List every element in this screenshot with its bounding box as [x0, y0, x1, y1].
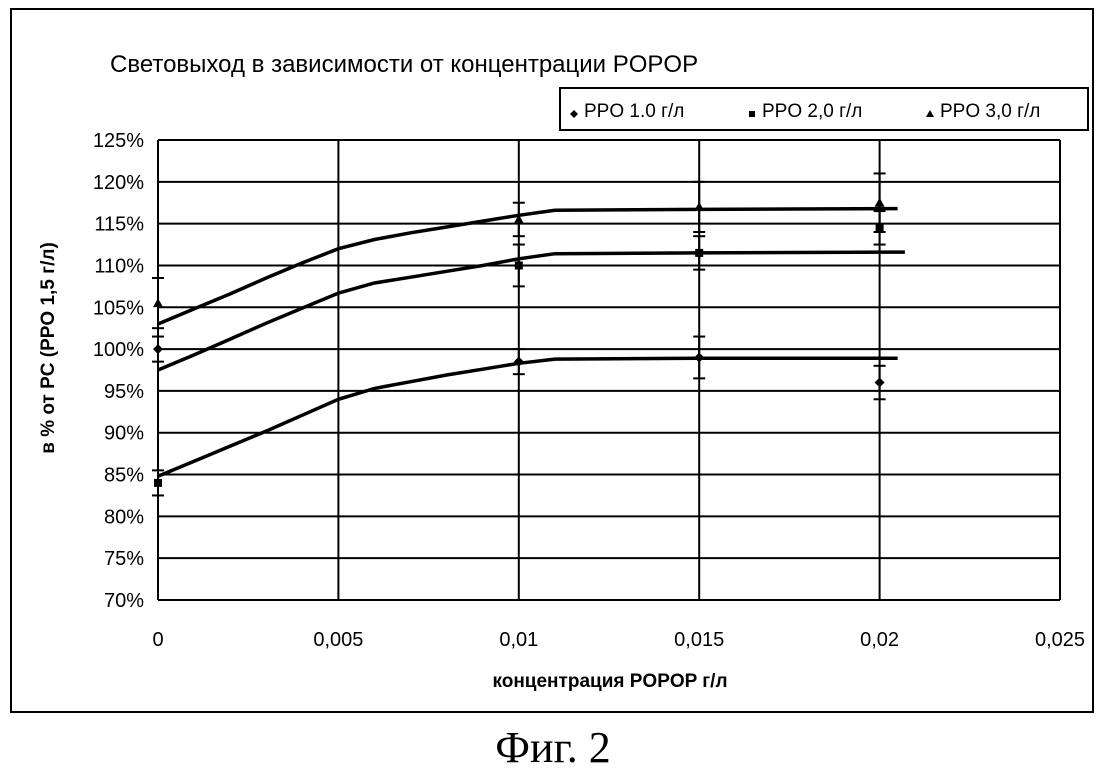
- y-tick-label: 70%: [104, 590, 144, 612]
- marker-diamond: [694, 352, 705, 363]
- legend-entry: PPO 1.0 г/л: [584, 101, 684, 122]
- x-tick-label: 0,02: [860, 629, 899, 651]
- y-tick-label: 95%: [104, 381, 144, 403]
- chart-frame: Световыход в зависимости от концентрации…: [10, 8, 1094, 713]
- trend-line: [157, 356, 898, 478]
- y-tick-label: 90%: [104, 423, 144, 445]
- marker-square: [695, 248, 704, 257]
- marker-square: [514, 261, 523, 270]
- figure-caption: Фиг. 2: [495, 723, 611, 772]
- x-tick-label: 0,01: [499, 629, 538, 651]
- y-tick-label: 100%: [93, 339, 144, 361]
- x-tick-label: 0,015: [674, 629, 724, 651]
- marker-square: [154, 478, 162, 487]
- legend-box: [559, 87, 1089, 131]
- y-tick-label: 80%: [104, 506, 144, 528]
- marker-diamond: [874, 377, 885, 388]
- legend-entry: PPO 2,0 г/л: [762, 101, 862, 122]
- y-tick-label: 125%: [93, 130, 144, 152]
- marker-square: [749, 111, 755, 117]
- data-points: [152, 172, 886, 497]
- x-tick-label: 0,025: [1035, 629, 1085, 651]
- marker-triangle: [926, 110, 934, 117]
- marker-triangle: [694, 201, 705, 211]
- y-axis-label: в % от PC (PPO 1,5 г/л): [38, 242, 59, 454]
- y-tick-label: 120%: [93, 172, 144, 194]
- chart-title: Световыход в зависимости от концентрации…: [110, 51, 698, 78]
- trend-line: [157, 250, 905, 372]
- x-tick-label: 0: [152, 629, 163, 651]
- trend-line: [157, 206, 898, 326]
- y-tick-label: 105%: [93, 297, 144, 319]
- x-axis-label: концентрация POPOP г/л: [492, 671, 727, 692]
- legend: PPO 1.0 г/л PPO 2,0 г/л PPO 3,0 г/л: [559, 87, 1089, 131]
- tick-labels: 70% 75% 80% 85% 90% 95% 100% 105% 110% 115% 120% 12…: [93, 130, 1085, 651]
- marker-triangle: [513, 214, 524, 224]
- trend-lines: [157, 206, 905, 478]
- y-tick-label: 110%: [94, 255, 144, 277]
- marker-diamond: [570, 110, 578, 118]
- grid: [157, 139, 1061, 601]
- marker-triangle: [153, 298, 163, 308]
- marker-diamond: [513, 356, 524, 367]
- y-tick-label: 115%: [94, 214, 144, 236]
- marker-diamond: [153, 344, 163, 355]
- y-tick-label: 75%: [104, 548, 144, 570]
- x-tick-label: 0,005: [313, 629, 363, 651]
- marker-triangle: [874, 197, 885, 207]
- y-tick-label: 85%: [104, 465, 144, 487]
- legend-entry: PPO 3,0 г/л: [940, 101, 1040, 122]
- chart-svg: Световыход в зависимости от концентрации…: [38, 51, 1089, 692]
